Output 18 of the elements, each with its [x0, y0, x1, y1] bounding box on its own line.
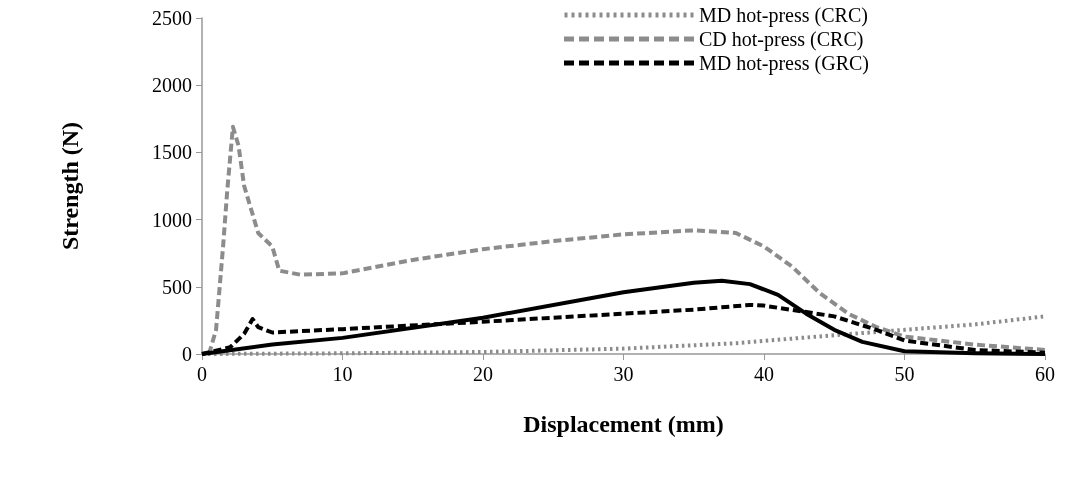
y-tick-label: 1500	[152, 141, 192, 164]
x-tick-label: 60	[1035, 363, 1055, 385]
y-tick-label: 2500	[152, 7, 192, 29]
x-tick-label: 10	[332, 363, 353, 385]
x-tick-label: 20	[473, 363, 493, 385]
y-tick-label: 2000	[152, 74, 192, 97]
x-tick-label: 30	[613, 363, 634, 385]
x-tick-label: 50	[894, 363, 915, 385]
y-tick-label: 1000	[152, 208, 192, 231]
legend-label: CD hot-press (CRC)	[699, 28, 864, 51]
x-tick-label: 40	[754, 363, 774, 385]
y-tick-label: 500	[162, 275, 192, 298]
x-tick-label: 0	[197, 363, 207, 385]
y-axis-title: Strength (N)	[57, 121, 83, 251]
legend-label: MD hot-press (CRC)	[699, 4, 868, 27]
y-tick-label: 0	[182, 343, 192, 365]
x-axis-title: Displacement (mm)	[523, 411, 724, 437]
legend-label: MD hot-press (GRC)	[699, 52, 870, 75]
